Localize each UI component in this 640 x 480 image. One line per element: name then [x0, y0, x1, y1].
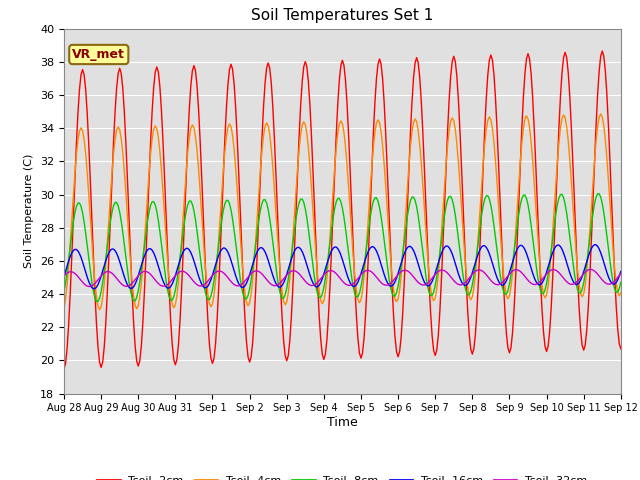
Tsoil -2cm — [76, 87, 83, 93]
Tsoil -4cm — [96, 307, 104, 312]
Y-axis label: Soil Temperature (C): Soil Temperature (C) — [24, 154, 35, 268]
Tsoil -2cm — [396, 349, 403, 355]
Tsoil -2cm — [598, 48, 606, 54]
Title: Soil Temperatures Set 1: Soil Temperatures Set 1 — [252, 9, 433, 24]
Tsoil -8cm — [397, 263, 405, 269]
Tsoil -4cm — [165, 277, 173, 283]
Tsoil -8cm — [550, 222, 558, 228]
Text: VR_met: VR_met — [72, 48, 125, 61]
Tsoil -32cm — [397, 269, 405, 275]
Tsoil -8cm — [60, 289, 68, 295]
Legend: Tsoil -2cm, Tsoil -4cm, Tsoil -8cm, Tsoil -16cm, Tsoil -32cm: Tsoil -2cm, Tsoil -4cm, Tsoil -8cm, Tsoi… — [93, 471, 592, 480]
Tsoil -16cm — [397, 260, 405, 266]
Tsoil -2cm — [408, 99, 416, 105]
Line: Tsoil -32cm: Tsoil -32cm — [64, 269, 621, 287]
Tsoil -8cm — [595, 191, 603, 197]
Tsoil -16cm — [591, 242, 598, 248]
Tsoil -32cm — [76, 276, 83, 281]
Tsoil -32cm — [410, 274, 417, 280]
Tsoil -32cm — [550, 267, 558, 273]
Tsoil -8cm — [165, 294, 173, 300]
Tsoil -32cm — [617, 271, 625, 276]
Tsoil -16cm — [165, 285, 173, 291]
Tsoil -16cm — [90, 286, 97, 292]
Tsoil -4cm — [379, 143, 387, 149]
Tsoil -2cm — [164, 252, 172, 257]
Tsoil -32cm — [165, 280, 173, 286]
Tsoil -16cm — [617, 269, 625, 275]
Tsoil -8cm — [617, 279, 625, 285]
Tsoil -8cm — [94, 299, 102, 304]
Line: Tsoil -2cm: Tsoil -2cm — [64, 51, 621, 369]
Tsoil -4cm — [550, 204, 558, 210]
Tsoil -4cm — [410, 120, 417, 125]
Tsoil -2cm — [617, 346, 625, 352]
Tsoil -4cm — [76, 128, 83, 134]
Tsoil -4cm — [60, 305, 68, 311]
X-axis label: Time: Time — [327, 416, 358, 429]
Tsoil -32cm — [60, 273, 68, 279]
Tsoil -2cm — [549, 274, 557, 279]
Tsoil -16cm — [76, 251, 83, 256]
Tsoil -4cm — [617, 290, 625, 296]
Tsoil -2cm — [60, 366, 68, 372]
Tsoil -8cm — [379, 225, 387, 230]
Tsoil -4cm — [397, 273, 405, 278]
Tsoil -32cm — [586, 266, 594, 272]
Tsoil -8cm — [76, 200, 83, 206]
Line: Tsoil -4cm: Tsoil -4cm — [64, 114, 621, 310]
Tsoil -32cm — [379, 281, 387, 287]
Tsoil -16cm — [379, 266, 387, 272]
Tsoil -2cm — [377, 61, 385, 67]
Tsoil -16cm — [550, 246, 558, 252]
Tsoil -4cm — [597, 111, 605, 117]
Tsoil -16cm — [410, 248, 417, 253]
Tsoil -16cm — [60, 274, 68, 279]
Tsoil -8cm — [410, 194, 417, 200]
Line: Tsoil -8cm: Tsoil -8cm — [64, 194, 621, 301]
Tsoil -32cm — [85, 284, 93, 289]
Line: Tsoil -16cm: Tsoil -16cm — [64, 245, 621, 289]
